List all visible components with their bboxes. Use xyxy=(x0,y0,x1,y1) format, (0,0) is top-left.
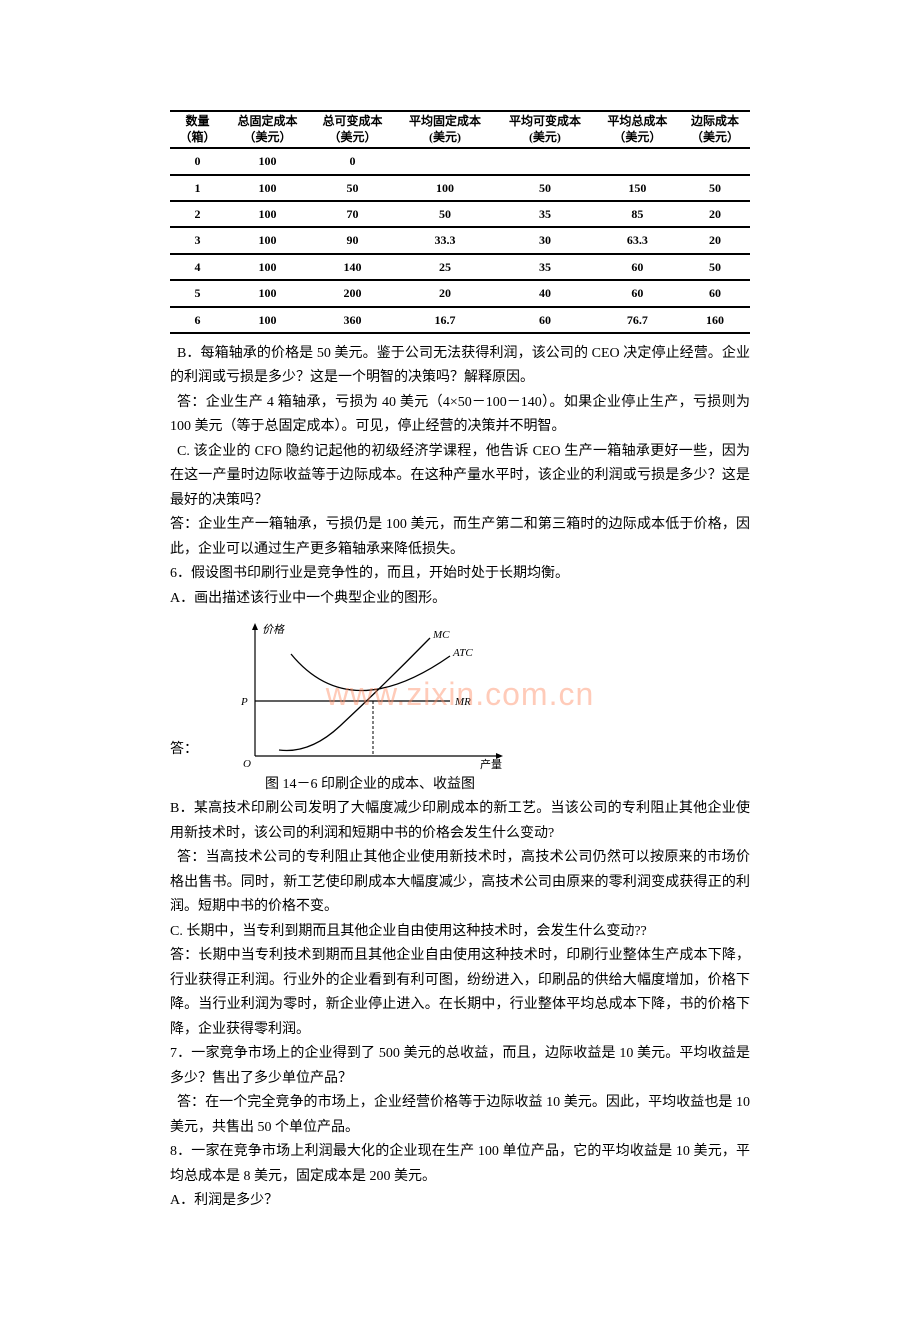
table-cell: 50 xyxy=(680,175,750,201)
table-cell: 60 xyxy=(680,280,750,306)
answer-6b: 答：当高技术公司的专利阻止其他企业使用新技术时，高技术公司仍然可以按原来的市场价… xyxy=(170,846,750,920)
header-tvc: 总可变成本（美元） xyxy=(310,111,395,148)
table-row: 21007050358520 xyxy=(170,201,750,227)
table-cell: 60 xyxy=(595,280,680,306)
cost-table: 数量（箱） 总固定成本（美元） 总可变成本（美元） 平均固定成本(美元) 平均可… xyxy=(170,110,750,334)
table-cell: 33.3 xyxy=(395,227,495,253)
chart-container: 答： 价格产量OPMRMCATC www.zixin.com.cn xyxy=(170,616,750,771)
table-cell: 100 xyxy=(225,201,310,227)
chart-caption: 图 14－6 印刷企业的成本、收益图 xyxy=(170,773,750,797)
svg-text:MC: MC xyxy=(432,629,450,641)
table-cell: 140 xyxy=(310,254,395,280)
header-afc: 平均固定成本(美元) xyxy=(395,111,495,148)
svg-text:产量: 产量 xyxy=(480,757,502,771)
table-cell: 90 xyxy=(310,227,395,253)
table-row: 510020020406060 xyxy=(170,280,750,306)
table-cell: 63.3 xyxy=(595,227,680,253)
question-8-stem: 8．一家在竞争市场上利润最大化的企业现在生产 100 单位产品，它的平均收益是 … xyxy=(170,1140,750,1189)
table-cell xyxy=(495,148,595,174)
svg-text:MR: MR xyxy=(454,696,471,708)
table-cell: 200 xyxy=(310,280,395,306)
table-cell xyxy=(595,148,680,174)
table-row: 31009033.33063.320 xyxy=(170,227,750,253)
answer-c: 答：企业生产一箱轴承，亏损仍是 100 美元，而生产第二和第三箱时的边际成本低于… xyxy=(170,513,750,562)
table-cell: 25 xyxy=(395,254,495,280)
table-cell: 20 xyxy=(680,227,750,253)
table-cell: 360 xyxy=(310,307,395,333)
table-cell: 60 xyxy=(495,307,595,333)
answer-6c: 答：长期中当专利技术到期而且其他企业自由使用这种技术时，印刷行业整体生产成本下降… xyxy=(170,944,750,1042)
answer-7: 答：在一个完全竞争的市场上，企业经营价格等于边际收益 10 美元。因此，平均收益… xyxy=(170,1091,750,1140)
header-avc: 平均可变成本(美元) xyxy=(495,111,595,148)
cost-revenue-chart: 价格产量 O P MR MCATC xyxy=(220,616,530,771)
table-cell: 5 xyxy=(170,280,225,306)
table-row: 1100501005015050 xyxy=(170,175,750,201)
svg-text:P: P xyxy=(240,696,248,708)
question-8a: A．利润是多少？ xyxy=(170,1189,750,1214)
question-7: 7．一家竞争市场上的企业得到了 500 美元的总收益，而且，边际收益是 10 美… xyxy=(170,1042,750,1091)
header-quantity: 数量（箱） xyxy=(170,111,225,148)
table-cell: 30 xyxy=(495,227,595,253)
question-6c: C. 长期中，当专利到期而且其他企业自由使用这种技术时，会发生什么变动?? xyxy=(170,920,750,945)
table-cell: 40 xyxy=(495,280,595,306)
table-cell: 60 xyxy=(595,254,680,280)
table-row: 01000 xyxy=(170,148,750,174)
table-cell: 16.7 xyxy=(395,307,495,333)
table-cell: 50 xyxy=(495,175,595,201)
table-cell: 70 xyxy=(310,201,395,227)
table-cell: 100 xyxy=(225,175,310,201)
table-cell: 100 xyxy=(395,175,495,201)
chart-answer-label: 答： xyxy=(170,738,198,762)
table-cell: 2 xyxy=(170,201,225,227)
table-cell: 100 xyxy=(225,307,310,333)
table-header-row: 数量（箱） 总固定成本（美元） 总可变成本（美元） 平均固定成本(美元) 平均可… xyxy=(170,111,750,148)
table-row: 610036016.76076.7160 xyxy=(170,307,750,333)
question-6-stem: 6．假设图书印刷行业是竞争性的，而且，开始时处于长期均衡。 xyxy=(170,562,750,587)
table-cell: 160 xyxy=(680,307,750,333)
table-cell: 150 xyxy=(595,175,680,201)
table-cell: 0 xyxy=(170,148,225,174)
answer-b: 答：企业生产 4 箱轴承，亏损为 40 美元（4×50－100－140）。如果企… xyxy=(170,391,750,440)
table-cell xyxy=(680,148,750,174)
table-cell xyxy=(395,148,495,174)
table-cell: 100 xyxy=(225,280,310,306)
header-mc: 边际成本（美元） xyxy=(680,111,750,148)
table-cell: 0 xyxy=(310,148,395,174)
svg-text:价格: 价格 xyxy=(262,623,285,636)
question-c: C. 该企业的 CFO 隐约记起他的初级经济学课程，他告诉 CEO 生产一箱轴承… xyxy=(170,440,750,514)
table-cell: 100 xyxy=(225,254,310,280)
table-cell: 20 xyxy=(680,201,750,227)
question-6a: A．画出描述该行业中一个典型企业的图形。 xyxy=(170,587,750,612)
table-cell: 100 xyxy=(225,227,310,253)
table-row: 410014025356050 xyxy=(170,254,750,280)
table-cell: 1 xyxy=(170,175,225,201)
table-cell: 35 xyxy=(495,201,595,227)
table-cell: 4 xyxy=(170,254,225,280)
question-b: B．每箱轴承的价格是 50 美元。鉴于公司无法获得利润，该公司的 CEO 决定停… xyxy=(170,342,750,391)
table-cell: 6 xyxy=(170,307,225,333)
header-atc: 平均总成本（美元） xyxy=(595,111,680,148)
question-6b: B．某高技术印刷公司发明了大幅度减少印刷成本的新工艺。当该公司的专利阻止其他企业… xyxy=(170,797,750,846)
table-cell: 50 xyxy=(395,201,495,227)
table-cell: 76.7 xyxy=(595,307,680,333)
svg-text:ATC: ATC xyxy=(452,647,473,659)
header-tfc: 总固定成本（美元） xyxy=(225,111,310,148)
table-cell: 85 xyxy=(595,201,680,227)
svg-text:O: O xyxy=(243,758,251,770)
table-cell: 100 xyxy=(225,148,310,174)
table-cell: 50 xyxy=(310,175,395,201)
table-cell: 3 xyxy=(170,227,225,253)
table-cell: 35 xyxy=(495,254,595,280)
table-cell: 50 xyxy=(680,254,750,280)
table-cell: 20 xyxy=(395,280,495,306)
